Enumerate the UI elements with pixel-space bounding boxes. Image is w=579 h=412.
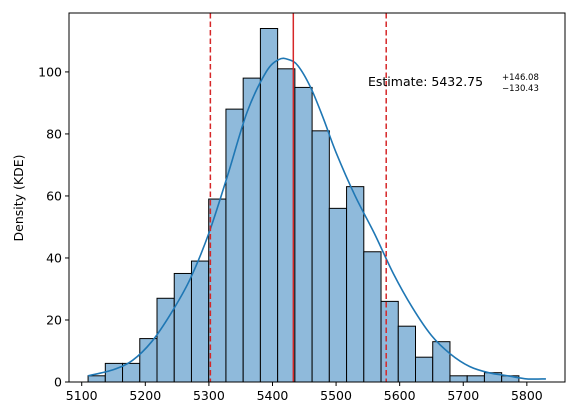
plot-frame bbox=[68, 12, 566, 383]
histogram-bar bbox=[311, 130, 330, 383]
x-axis-ticks: 5100 5200 5300 5400 5500 5600 5700 5800 bbox=[66, 382, 543, 403]
y-axis-ticks: 0 20 40 60 80 100 bbox=[38, 64, 69, 390]
y-tick-label: 20 bbox=[46, 312, 62, 327]
histogram-bar bbox=[277, 68, 296, 383]
x-tick-label: 5200 bbox=[129, 388, 161, 403]
histogram-bar bbox=[466, 375, 485, 383]
histogram-bar bbox=[122, 362, 141, 383]
x-tick-label: 5400 bbox=[257, 388, 289, 403]
y-axis-label: Density (KDE) bbox=[11, 155, 26, 242]
y-tick-label: 40 bbox=[46, 250, 62, 265]
histogram-bar bbox=[328, 207, 348, 383]
histogram-bar bbox=[397, 325, 417, 383]
y-tick-label: 0 bbox=[54, 375, 62, 390]
histogram-bar bbox=[294, 86, 313, 383]
y-tick-label: 100 bbox=[38, 64, 62, 79]
y-tick-label: 80 bbox=[46, 126, 62, 141]
histogram-bar bbox=[259, 28, 279, 383]
x-tick-label: 5600 bbox=[384, 388, 416, 403]
histogram-bar bbox=[346, 186, 365, 383]
histogram-bar bbox=[104, 362, 124, 383]
histogram-bar bbox=[415, 356, 434, 383]
estimate-annotation-lower: −130.43 bbox=[502, 84, 539, 94]
histogram-bar bbox=[432, 341, 451, 383]
kde-curve bbox=[87, 57, 546, 380]
x-tick-label: 5800 bbox=[511, 388, 543, 403]
histogram-bar bbox=[380, 300, 399, 383]
x-tick-label: 5700 bbox=[447, 388, 479, 403]
x-tick-label: 5500 bbox=[320, 388, 352, 403]
y-tick-label: 60 bbox=[46, 188, 62, 203]
estimate-annotation-main: Estimate: 5432.75 bbox=[368, 74, 483, 89]
histogram-bar bbox=[87, 375, 106, 383]
histogram-bar bbox=[173, 272, 192, 383]
histogram-bar bbox=[242, 77, 261, 383]
x-tick-label: 5300 bbox=[193, 388, 225, 403]
estimate-annotation-upper: +146.08 bbox=[502, 73, 539, 83]
histogram-bars bbox=[87, 28, 520, 383]
histogram-bar bbox=[190, 260, 210, 383]
histogram-bar bbox=[363, 251, 382, 383]
histogram-bar bbox=[449, 375, 468, 383]
x-tick-label: 5100 bbox=[66, 388, 98, 403]
estimate-annotation: Estimate: 5432.75 bbox=[368, 74, 483, 89]
